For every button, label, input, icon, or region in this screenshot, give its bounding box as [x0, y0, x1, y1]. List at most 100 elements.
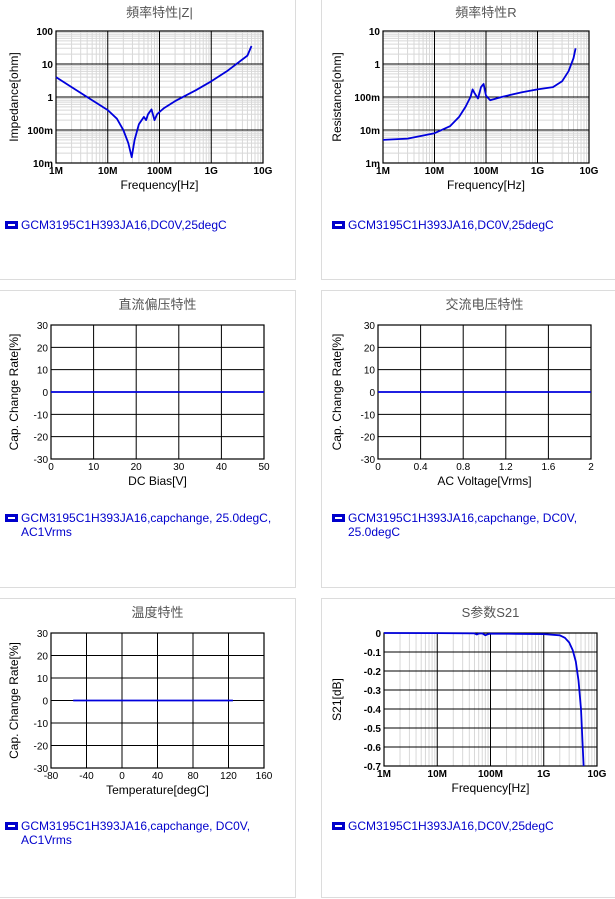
y-tick-label: 1m	[366, 159, 381, 170]
y-tick-label: -20	[361, 433, 376, 444]
y-tick-label: -20	[34, 433, 49, 444]
y-tick-label: 1	[47, 93, 53, 104]
y-tick-label: -0.1	[364, 648, 382, 659]
y-tick-label: 30	[364, 321, 376, 332]
x-tick-label: 100M	[478, 769, 503, 780]
y-tick-label: -10	[361, 410, 376, 421]
y-tick-label: 100m	[27, 126, 53, 137]
y-tick-label: -30	[34, 764, 49, 775]
y-tick-label: 10	[364, 366, 376, 377]
y-axis-label: Cap. Change Rate[%]	[330, 334, 344, 451]
chart-title: 頻率特性R	[455, 5, 516, 20]
y-tick-label: 30	[37, 321, 49, 332]
plot-frame	[50, 632, 265, 769]
plot-frame	[382, 30, 590, 164]
x-tick-label: 20	[131, 462, 143, 473]
y-tick-label: -0.7	[364, 762, 382, 773]
x-tick-label: 1G	[531, 166, 545, 177]
legend: GCM3195C1H393JA16,capchange, DC0V, AC1Vr…	[5, 819, 275, 847]
legend: GCM3195C1H393JA16,capchange, 25.0degC, A…	[5, 511, 275, 539]
x-tick-label: 160	[256, 771, 273, 782]
chart-title: 頻率特性|Z|	[126, 5, 193, 20]
legend: GCM3195C1H393JA16,capchange, DC0V, 25.0d…	[332, 511, 602, 539]
y-tick-label: 20	[37, 652, 49, 663]
x-tick-label: 1.2	[499, 462, 513, 473]
x-tick-label: 1M	[49, 166, 63, 177]
chart-title: 温度特性	[131, 605, 183, 620]
x-tick-label: 0.4	[414, 462, 428, 473]
y-tick-label: -10	[34, 410, 49, 421]
x-tick-label: 120	[220, 771, 237, 782]
x-tick-label: 1G	[537, 769, 551, 780]
legend-swatch-icon	[332, 514, 345, 522]
x-tick-label: 1M	[377, 769, 391, 780]
y-tick-label: -30	[34, 455, 49, 466]
chart-acvoltage: 交流电压特性 0 0.4 0.8 1.2 1.6 2 30 20 10 0 -10 -20 -30 AC V…	[330, 297, 594, 488]
x-tick-label: 0.8	[456, 462, 470, 473]
legend-swatch-icon	[5, 514, 18, 522]
y-tick-label: -20	[34, 742, 49, 753]
y-tick-label: 100m	[354, 93, 380, 104]
x-tick-label: 10G	[254, 166, 273, 177]
chart-temperature: 温度特性 -80 -40 0 40 80 120 160 30 20 10 0 -10 -20 -30 Tem…	[7, 605, 273, 797]
x-tick-label: 10G	[588, 769, 607, 780]
chart-panel-resistance: 頻率特性R 1M 10M 100M 1G 10G 10 1 100m 10m 1m Frequency…	[321, 0, 615, 280]
series-line	[382, 48, 577, 141]
x-tick-label: 1.6	[541, 462, 555, 473]
legend: GCM3195C1H393JA16,DC0V,25degC	[5, 218, 227, 232]
chart-panel-acvoltage: 交流电压特性 0 0.4 0.8 1.2 1.6 2 30 20 10 0 -10 -20 -30 AC V…	[321, 290, 615, 588]
legend-swatch-icon	[332, 221, 345, 229]
x-tick-label: 100M	[473, 166, 498, 177]
y-axis-label: Resistance[ohm]	[330, 52, 344, 141]
y-tick-label: -0.4	[364, 705, 382, 716]
chart-resistance: 頻率特性R 1M 10M 100M 1G 10G 10 1 100m 10m 1m Frequency…	[330, 5, 599, 192]
y-tick-label: 10	[37, 366, 49, 377]
x-tick-label: 0	[375, 462, 381, 473]
x-tick-label: -80	[44, 771, 59, 782]
legend-label: GCM3195C1H393JA16,capchange, DC0V, 25.0d…	[348, 511, 578, 539]
y-tick-label: -30	[361, 455, 376, 466]
chart-panel-impedance: 頻率特性|Z| 1M 10M 100M 1G 10G 100 10 1 100m 10m Freque…	[0, 0, 296, 280]
legend-label: GCM3195C1H393JA16,capchange, DC0V, AC1Vr…	[21, 819, 251, 847]
x-tick-label: 10	[88, 462, 100, 473]
legend-label: GCM3195C1H393JA16,capchange, 25.0degC, A…	[21, 511, 272, 539]
x-tick-label: 10M	[98, 166, 117, 177]
y-tick-label: -0.3	[364, 686, 382, 697]
x-tick-label: 100M	[147, 166, 172, 177]
x-tick-label: -40	[79, 771, 94, 782]
chart-panel-s21: S参数S21 1M 10M 100M 1G 10G 0 -0.1 -0.2 -0.3 -0.4 -0.…	[321, 598, 615, 898]
legend-label: GCM3195C1H393JA16,DC0V,25degC	[348, 819, 554, 833]
x-tick-label: 10M	[428, 769, 447, 780]
y-tick-label: -0.2	[364, 667, 382, 678]
x-axis-label: Frequency[Hz]	[447, 178, 525, 192]
chart-impedance: 頻率特性|Z| 1M 10M 100M 1G 10G 100 10 1 100m 10m Freque…	[7, 5, 273, 192]
y-tick-label: 1	[374, 60, 380, 71]
x-tick-label: 50	[258, 462, 270, 473]
x-axis-label: Frequency[Hz]	[120, 178, 198, 192]
chart-dcbias: 直流偏压特性 0 10 20 30 40 50 30 20 10 0 -10 -20 -30 DC Bias…	[7, 297, 270, 488]
y-tick-label: 10	[42, 60, 54, 71]
chart-title: 直流偏压特性	[118, 297, 196, 312]
x-axis-label: AC Voltage[Vrms]	[437, 474, 531, 488]
legend-swatch-icon	[332, 822, 345, 830]
y-axis-label: Impedance[ohm]	[7, 52, 21, 141]
series-line	[55, 45, 253, 159]
chart-title: 交流电压特性	[445, 297, 523, 312]
legend: GCM3195C1H393JA16,DC0V,25degC	[332, 218, 554, 232]
y-axis-label: Cap. Change Rate[%]	[7, 334, 21, 451]
legend: GCM3195C1H393JA16,DC0V,25degC	[332, 819, 554, 833]
x-tick-label: 10G	[580, 166, 599, 177]
x-tick-label: 1M	[376, 166, 390, 177]
y-tick-label: 0	[42, 388, 48, 399]
x-tick-label: 40	[152, 771, 164, 782]
legend-label: GCM3195C1H393JA16,DC0V,25degC	[348, 218, 554, 232]
chart-s21: S参数S21 1M 10M 100M 1G 10G 0 -0.1 -0.2 -0.3 -0.4 -0.…	[330, 605, 607, 795]
y-tick-label: -10	[34, 719, 49, 730]
y-tick-label: -0.5	[364, 724, 382, 735]
y-tick-label: 10m	[33, 159, 53, 170]
chart-title: S参数S21	[462, 605, 520, 620]
plot-frame	[55, 30, 264, 164]
y-tick-label: 10	[369, 27, 381, 38]
x-tick-label: 30	[173, 462, 185, 473]
x-axis-label: Frequency[Hz]	[451, 781, 529, 795]
